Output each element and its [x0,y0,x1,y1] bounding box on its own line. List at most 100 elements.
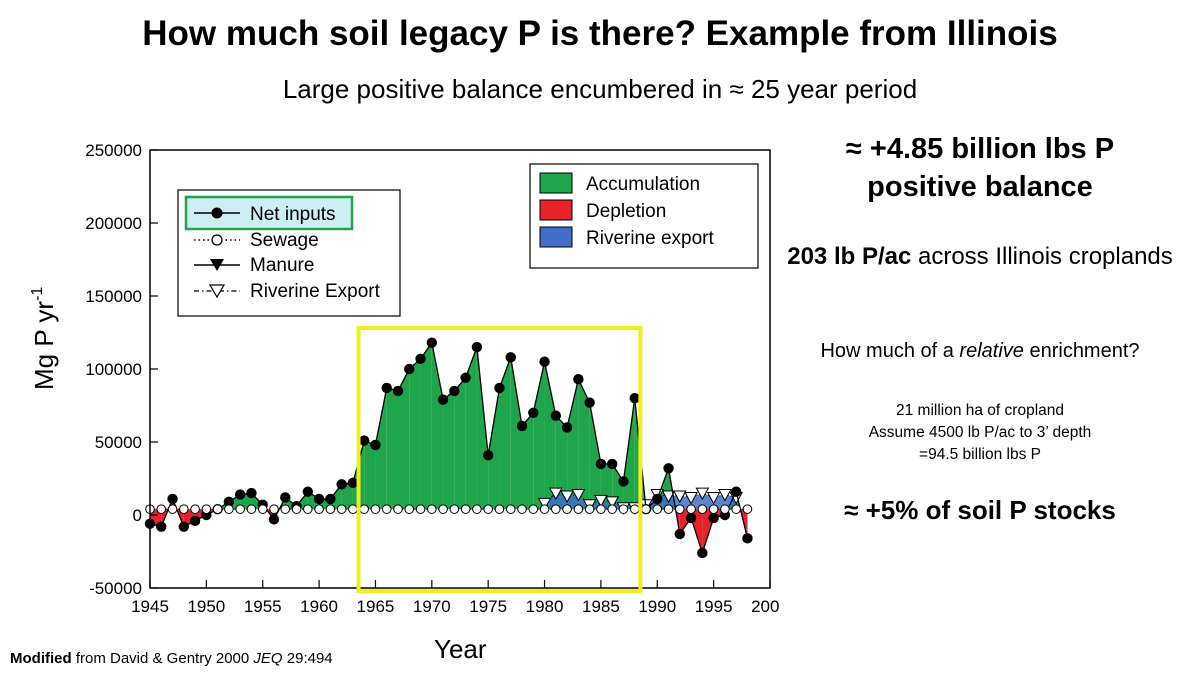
net-inputs-point [358,435,370,446]
accumulation-area [431,342,444,510]
riverine-export-point [605,496,620,509]
chart-areas [150,342,748,553]
accumulation-area [409,358,421,510]
x-tick-label: 2000 [751,597,780,616]
net-inputs-point [663,463,674,474]
net-inputs-point [482,449,494,461]
sewage-point [742,504,753,514]
caption-pre: from David & Gentry 2000 [71,650,254,667]
sewage-point [201,504,212,514]
sewage-point [539,504,550,514]
net-inputs-point [730,486,742,497]
x-tick-label: 1990 [638,597,676,616]
sewage-point [551,504,561,514]
legend-net-marker [211,207,223,219]
sewage-point [675,504,685,514]
slide-subtitle: Large positive balance encumbered in ≈ 2… [282,74,918,104]
accumulation-area [533,361,545,510]
x-tick-label: 1945 [131,597,169,616]
legend-sewage-marker [211,234,223,246]
accumulation-area [443,390,455,510]
legend-depletion-swatch [539,199,573,221]
accumulation-area [555,415,568,510]
sewage-point [720,504,730,514]
sewage-point [190,504,200,514]
accumulation-area [567,379,579,510]
slide-title: How much soil legacy P is there? Example… [142,14,1058,53]
question-em: relative [959,340,1024,362]
sewage-point [505,504,516,514]
sewage-point [212,504,223,514]
area-legend: Accumulation Depletion Riverine export [529,163,759,269]
net-inputs-point [606,458,618,470]
net-inputs-point [561,422,573,433]
sewage-point [336,504,347,514]
net-inputs-point [325,493,336,505]
sewage-point [167,504,178,514]
y-axis-label: Mg P yr-1 [29,287,59,390]
sewage-point [348,504,358,514]
accumulation-area [307,491,320,510]
sewage-point [359,504,369,514]
net-inputs-point [347,477,359,489]
x-tick-label: 1975 [469,597,507,616]
accumulation-area [364,440,376,510]
legend-manure-marker [210,259,224,271]
depletion-area [740,509,748,539]
sewage-point [257,504,268,514]
legend-accumulation-swatch [539,172,573,194]
net-inputs-point [223,496,235,508]
sewage-point [269,504,279,514]
conclusion: ≈ +5% of soil P stocks [844,495,1116,525]
x-tick-label: 1980 [526,597,564,616]
net-inputs-point [370,439,381,451]
calculation-note: 21 million ha of cropland Assume 4500 lb… [780,400,1180,466]
sewage-point [370,504,381,514]
x-tick-label: 1965 [357,597,395,616]
net-inputs-point [528,407,539,418]
y-tick-label: 150000 [85,287,142,306]
calc-line-2: Assume 4500 lb P/ac to 3’ depth [868,424,1092,441]
calc-line-3: =94.5 billion lbs P [919,446,1041,463]
net-inputs-point [550,410,562,421]
accumulation-area [476,347,489,510]
sewage-point [573,504,584,514]
sewage-point [291,504,302,514]
sewage-point [224,504,234,514]
sewage-point [528,504,539,514]
calc-line-1: 21 million ha of cropland [895,402,1065,419]
sewage-point [427,504,437,514]
sewage-point [303,504,313,514]
svg-text:Mg P yr-1: Mg P yr-1 [29,287,59,390]
net-inputs-point [460,372,471,383]
legend-depletion: Depletion [586,201,666,222]
sewage-point [156,504,167,514]
legend-riverine-swatch [539,226,573,248]
sewage-point [393,504,403,514]
net-inputs-point [629,393,640,404]
net-inputs-point [516,420,528,432]
sewage-point [483,504,493,514]
sewage-point [618,504,629,514]
sewage-point [438,504,448,514]
sewage-point [663,504,674,514]
net-inputs-point [246,487,257,499]
accumulation-area [499,357,511,510]
riverine-export-point [672,490,687,504]
sewage-point [731,504,741,514]
net-inputs-point [178,521,190,532]
net-inputs-point [234,489,246,500]
sewage-point [641,504,651,514]
accumulation-area [454,377,466,510]
net-inputs-point [685,512,697,524]
per-acre-note: 203 lb P/ac across Illinois croplands [780,240,1180,274]
source-caption: Modified from David & Gentry 2000 JEQ 29… [10,650,333,667]
x-tick-label: 1995 [695,597,733,616]
sewage-point [607,504,617,514]
y-tick-label: 50000 [95,433,142,452]
net-inputs-point [742,533,753,544]
accumulation-area [386,387,398,510]
sewage-point [652,504,663,514]
question-post: enrichment? [1023,340,1140,362]
net-inputs-point [595,458,607,470]
